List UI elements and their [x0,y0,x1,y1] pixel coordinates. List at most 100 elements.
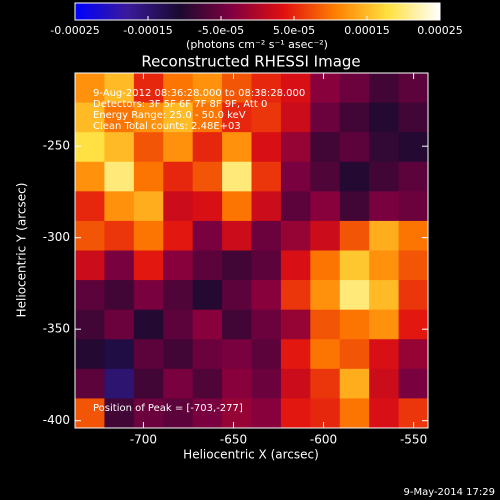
heatmap-cell [280,220,311,251]
heatmap-cell [310,191,341,222]
heatmap-cell [75,309,105,340]
heatmap-cell [251,280,282,311]
heatmap-cell [75,161,105,192]
heatmap-cell [192,191,223,222]
heatmap-cell [75,280,105,311]
heatmap-cell [192,368,223,399]
timestamp: 9-May-2014 17:29 [403,487,495,498]
heatmap-cell [339,73,370,104]
heatmap-cell [310,398,341,429]
heatmap-cell [280,339,311,370]
heatmap-cell [339,339,370,370]
heatmap-cell [280,73,311,104]
heatmap-cell [339,191,370,222]
heatmap-cell [104,339,135,370]
heatmap-cell [398,309,429,340]
heatmap-cell [133,220,164,251]
heatmap-cell [339,161,370,192]
heatmap-cell [369,309,400,340]
heatmap-cell [133,191,164,222]
colorbar-tick-label: -0.00015 [123,24,172,37]
heatmap-cell [104,102,135,133]
y-tick-label: -250 [43,139,70,153]
heatmap-cell [398,368,429,399]
x-tick-label: -600 [310,433,337,447]
heatmap-cell [222,191,252,222]
heatmap-cell [133,309,164,340]
heatmap-cell [310,309,341,340]
heatmap-cell [192,161,223,192]
heatmap-cell [280,250,311,281]
heatmap-cell [222,309,252,340]
heatmap-cell [104,191,135,222]
annotation: Detectors: 3F 5F 6F 7F 8F 9F, Att 0 [93,99,267,110]
heatmap-cell [369,191,400,222]
heatmap-cell [280,132,311,163]
heatmap-cell [75,191,105,222]
heatmap-cell [369,132,400,163]
heatmap-cell [251,250,282,281]
heatmap-cell [310,339,341,370]
x-axis-label: Heliocentric X (arcsec) [183,448,319,462]
annotation: 9-Aug-2012 08:36:28.000 to 08:38:28.000 [93,88,305,99]
heatmap-cell [222,132,252,163]
x-tick-label: -550 [400,433,427,447]
heatmap-cell [369,73,400,104]
heatmap-cell [398,191,429,222]
heatmap-cell [251,339,282,370]
heatmap-cell [280,161,311,192]
heatmap-cell [104,309,135,340]
heatmap-cell [75,339,105,370]
heatmap-cell [104,280,135,311]
heatmap-cell [398,280,429,311]
heatmap-cell [163,102,194,133]
heatmap-cell [369,161,400,192]
heatmap-cell [280,191,311,222]
heatmap-cell [280,398,311,429]
heatmap-cell [310,132,341,163]
heatmap-cell [133,339,164,370]
heatmap-cell [310,161,341,192]
heatmap-cell [192,339,223,370]
heatmap-cell [222,280,252,311]
heatmap-cell [339,280,370,311]
heatmap-cell [339,368,370,399]
heatmap-cell [280,368,311,399]
heatmap-cell [192,220,223,251]
heatmap-cell [222,73,252,104]
heatmap-cell [163,73,194,104]
heatmap-cell [310,280,341,311]
heatmap-cell [398,250,429,281]
heatmap-cell [192,250,223,281]
heatmap-cell [310,220,341,251]
annotation: Clean Total counts: 2.48E+03 [93,121,241,132]
heatmap-cell [222,102,252,133]
heatmap-cell [163,398,194,429]
y-tick-label: -300 [43,230,70,244]
heatmap-cell [222,368,252,399]
heatmap-cell [192,102,223,133]
heatmap-cell [339,102,370,133]
heatmap-cell [369,368,400,399]
heatmap-cell [192,280,223,311]
heatmap-cell [251,132,282,163]
y-tick-label: -350 [43,322,70,336]
heatmap-cell [222,161,252,192]
colorbar-tick-label: -0.00025 [50,24,99,37]
heatmap-cell [398,102,429,133]
heatmap-cell [280,280,311,311]
heatmap-cell [163,250,194,281]
heatmap-cell [369,250,400,281]
heatmap-cell [369,102,400,133]
heatmap-cell [222,339,252,370]
heatmap-cell [192,309,223,340]
heatmap-cell [369,339,400,370]
heatmap-cell [398,132,429,163]
heatmap-cell [163,132,194,163]
heatmap-cell [75,102,105,133]
heatmap-cell [75,73,105,104]
plot-frame [74,72,429,429]
colorbar-tick-label: 5.0e-05 [273,24,315,37]
